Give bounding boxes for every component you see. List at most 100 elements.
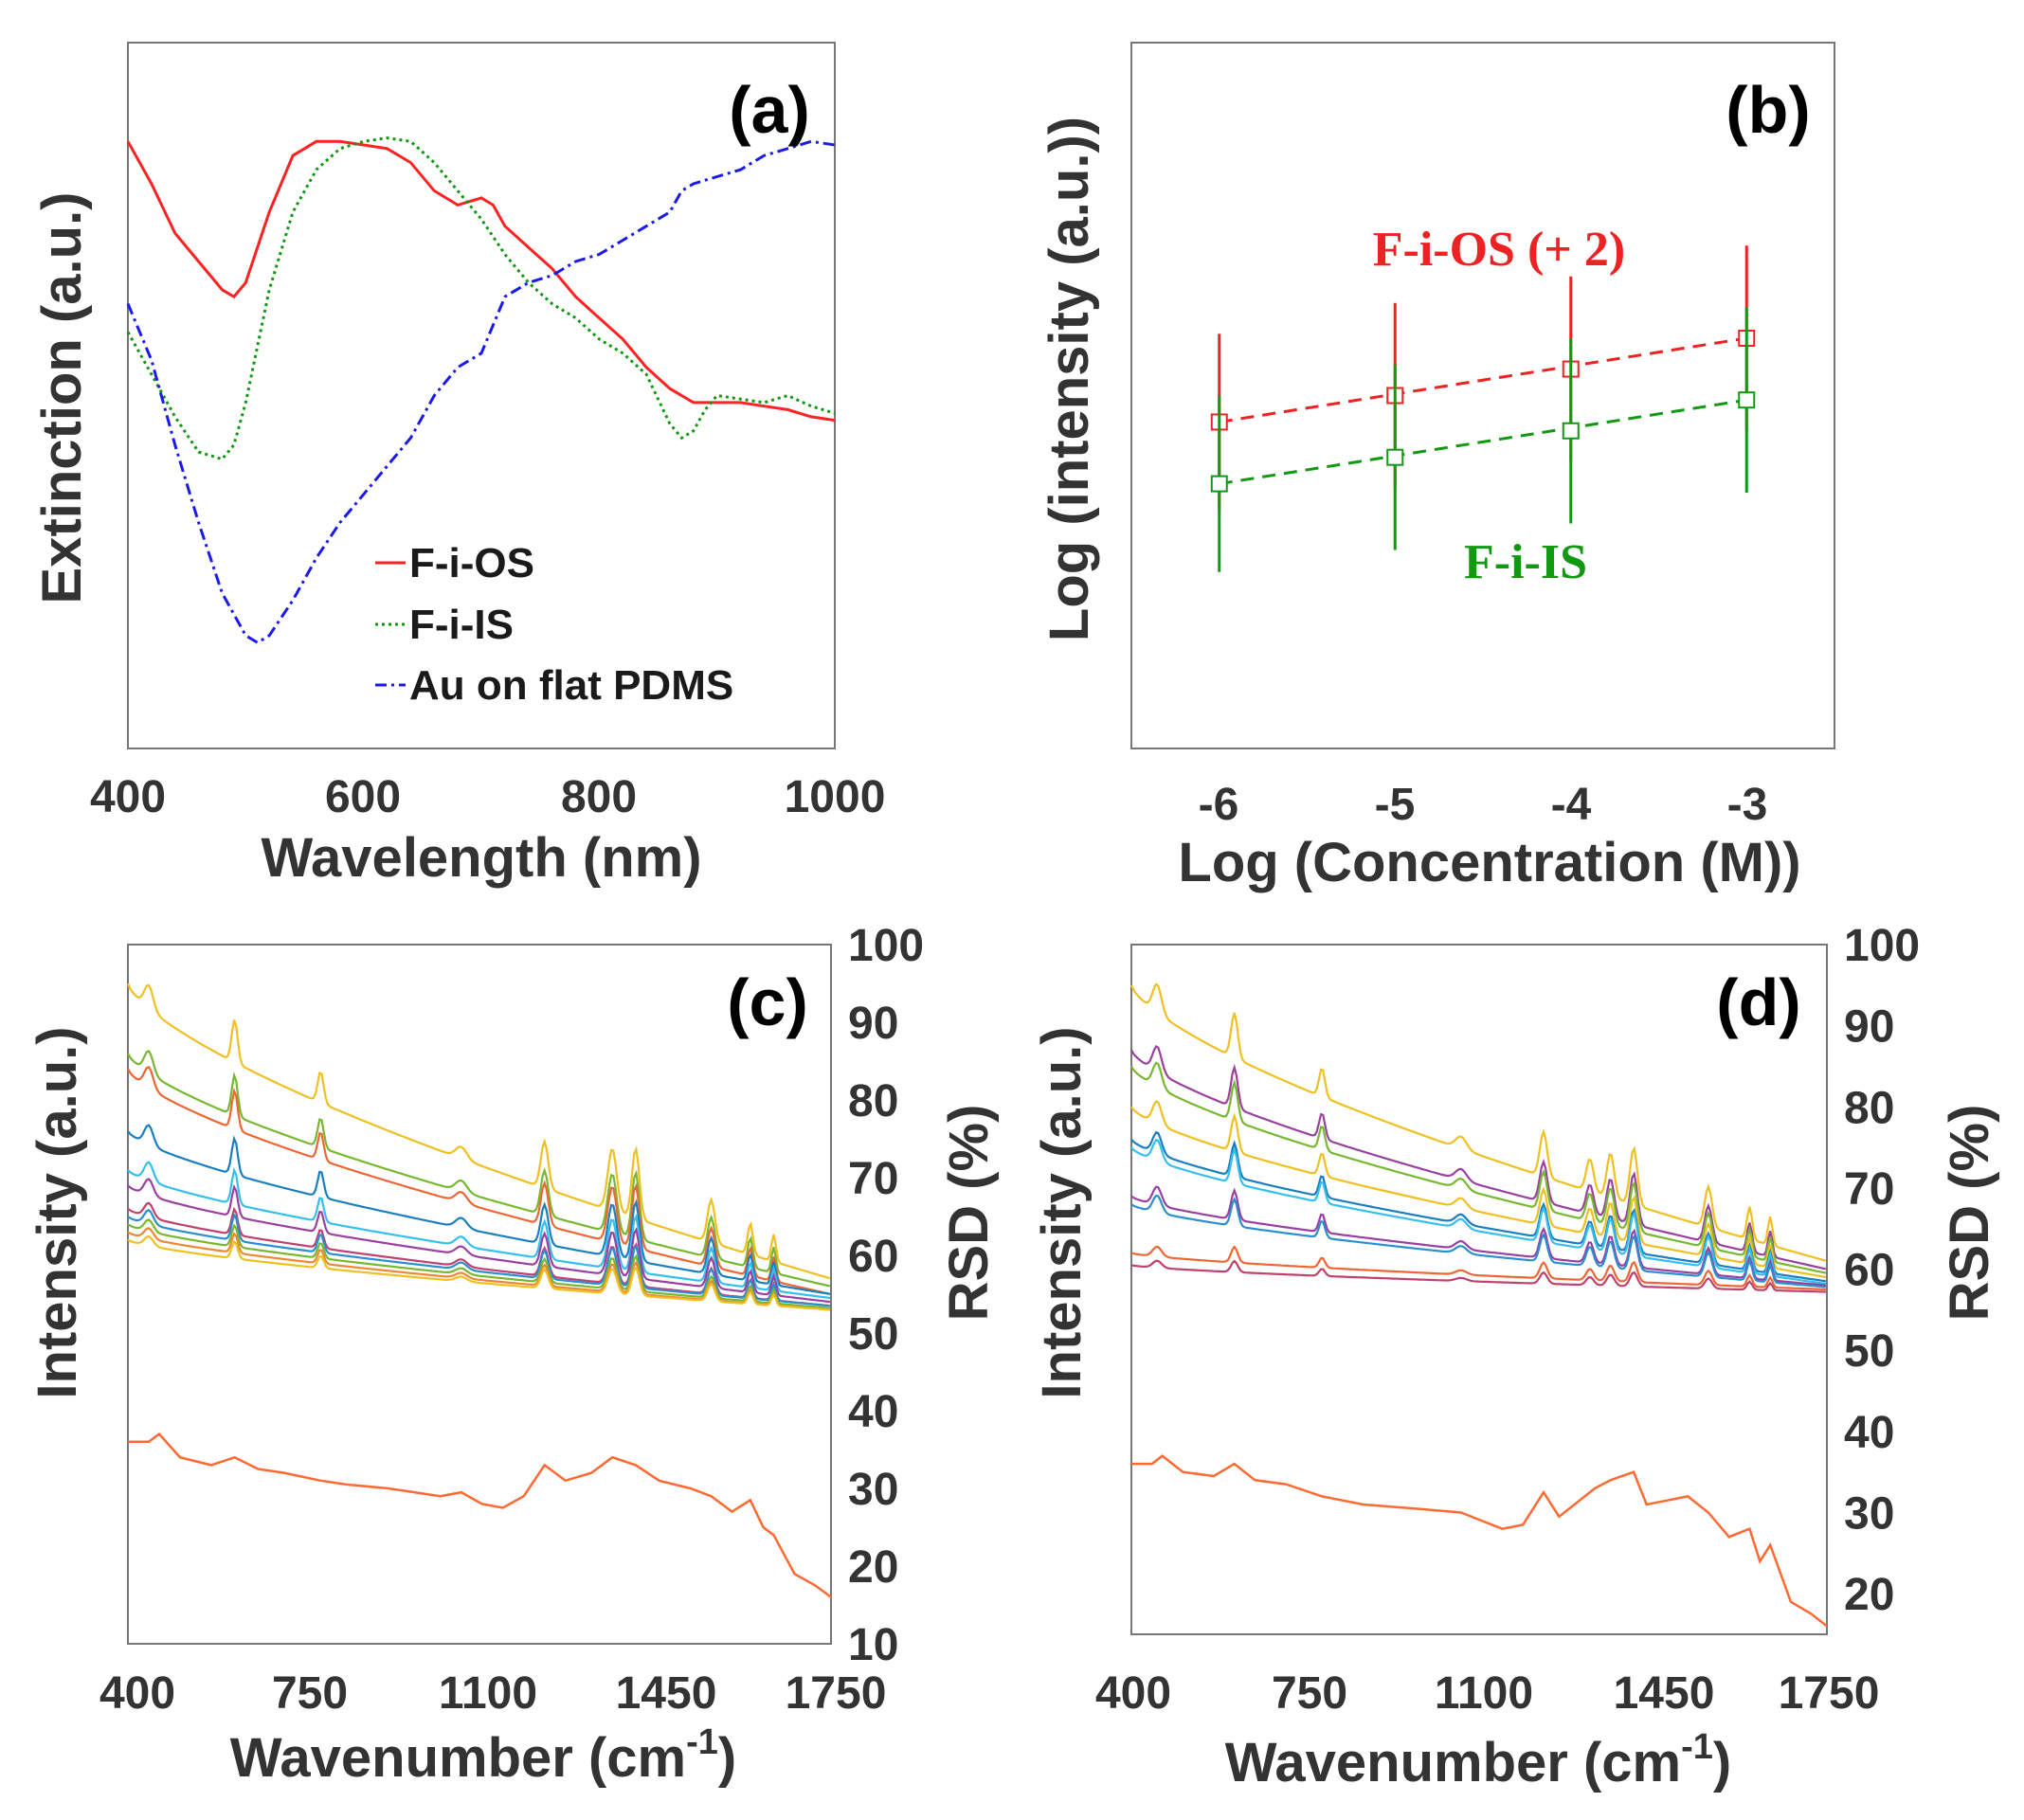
y2-tick-label: 70 [848,1154,898,1204]
spectrum-line-1 [126,982,831,1280]
spectrum-line-2 [1130,1044,1827,1270]
spectrum-line-2 [127,1050,831,1288]
y2-tick-label: 70 [1844,1164,1894,1215]
panel-c-xlabel-end: ) [718,1727,736,1789]
panel-c-xtick: 750 [272,1668,348,1719]
panel-c-y2label: RSD (%) [938,1105,1000,1322]
panel-d-xtick: 1750 [1779,1668,1880,1719]
panel-c-y2-ticks: 10 20 30 40 50 60 70 80 90 100 [848,921,924,1670]
panel-c-series [126,982,832,1598]
panel-b-frame [1130,42,1835,749]
y2-tick-label: 20 [848,1542,898,1593]
panel-d-xlabel-main: Wavenumber (cm [1225,1732,1681,1793]
panel-d-ylabel: Intensity (a.u.) [1031,1026,1093,1398]
panel-a-legend: F-i-OS F-i-IS Au on flat PDMS [375,540,733,709]
panel-a: (a) 400 600 800 1000 Wavelength (nm) Ext… [31,42,885,889]
spectrum-line-5 [1130,1130,1827,1283]
y2-tick-label: 40 [848,1387,898,1437]
data-point-f-i-is [1210,475,1228,493]
panel-c-label: (c) [727,965,808,1039]
legend-label-au-flat-pdms: Au on flat PDMS [409,662,733,709]
panel-c-frame [127,944,832,1645]
panel-d-y2label: RSD (%) [1939,1105,2000,1322]
panel-d-xtick: 400 [1095,1668,1171,1719]
panel-b-xtick: -5 [1375,780,1416,830]
y2-tick-label: 100 [848,921,924,971]
annotation-f-i-is: F-i-IS [1464,535,1587,589]
spectrum-line-11 [127,1234,830,1311]
panel-b-xtick: -4 [1551,780,1592,830]
panel-a-frame [127,42,836,749]
panel-c: 10 20 30 40 50 60 70 80 90 100 (c) 400 750 1100 1… [27,921,1000,1789]
panel-d-xtick: 750 [1272,1668,1347,1719]
panel-b-series [1210,245,1756,572]
spectrum-line-4 [1130,1099,1827,1279]
series-line-f-i-os [126,139,836,423]
legend-label-f-i-is: F-i-IS [409,602,514,648]
panel-b-xtick: -6 [1199,780,1239,830]
panel-a-xlabel: Wavelength (nm) [261,827,701,889]
rsd-line [1131,1454,1828,1628]
spectrum-line-9 [1130,1245,1826,1291]
panel-b: (b) F-i-OS (+ 2) F-i-IS -6 -5 -4 -3 Log … [1039,42,1835,893]
panel-b-xlabel: Log (Concentration (M)) [1178,832,1800,893]
panel-c-xtick: 400 [99,1668,175,1719]
panel-c-xtick: 1100 [439,1668,537,1719]
y2-tick-label: 100 [1844,921,1920,971]
spectrum-line-8 [1130,1194,1826,1288]
spectrum-line-8 [127,1208,830,1307]
fit-line-f-i-is [1219,398,1747,486]
panel-c-xtick: 1450 [616,1668,717,1719]
spectrum-line-10 [1130,1259,1826,1293]
y2-tick-label: 10 [848,1620,898,1670]
y2-tick-label: 40 [1844,1408,1894,1458]
series-line-f-i-is [126,136,836,461]
legend-label-f-i-os: F-i-OS [409,540,534,586]
spectrum-line-10 [127,1227,830,1311]
rsd-line [128,1432,832,1598]
panel-a-xtick: 400 [90,772,166,822]
panel-b-label: (b) [1726,73,1810,147]
spectrum-line-1 [1129,982,1827,1262]
y2-tick-label: 60 [1844,1246,1894,1296]
panel-c-ylabel: Intensity (a.u.) [27,1026,88,1398]
spectrum-line-6 [127,1178,831,1304]
panel-d-xtick: 1100 [1435,1668,1533,1719]
panel-d-series [1129,982,1828,1628]
panel-d-xlabel-sup: -1 [1681,1727,1713,1767]
panel-c-xlabel-sup: -1 [686,1722,718,1762]
panel-c-xlabel: Wavenumber (cm-1) [230,1722,736,1789]
panel-d: 20 30 40 50 60 70 80 90 100 (d) 400 750 1100 145… [1031,921,2000,1793]
data-point-f-i-is [1386,448,1404,466]
spectrum-line-9 [127,1218,830,1309]
y2-tick-label: 80 [1844,1083,1894,1133]
panel-d-xlabel: Wavenumber (cm-1) [1225,1727,1731,1793]
annotation-f-i-os: F-i-OS (+ 2) [1373,223,1625,277]
panel-d-label: (d) [1716,965,1800,1039]
data-point-f-i-is [1562,422,1580,440]
y2-tick-label: 20 [1844,1570,1894,1620]
panel-d-y2-ticks: 20 30 40 50 60 70 80 90 100 [1844,921,1920,1620]
panel-d-frame [1130,944,1828,1635]
y2-tick-label: 80 [848,1076,898,1126]
y2-tick-label: 50 [848,1309,898,1360]
y2-tick-label: 30 [848,1465,898,1515]
spectrum-line-5 [127,1161,831,1300]
spectrum-line-6 [1130,1138,1827,1285]
panel-a-ylabel: Extinction (a.u.) [31,192,93,604]
panel-a-xtick: 800 [561,772,637,822]
panel-b-ylabel: Log (intensity (a.u.)) [1039,117,1100,641]
panel-b-xtick: -3 [1727,780,1768,830]
data-point-f-i-is [1738,391,1756,409]
y2-tick-label: 90 [1844,1002,1894,1053]
panel-c-xtick: 1750 [786,1668,887,1719]
spectrum-line-3 [127,1065,831,1295]
panel-d-xlabel-end: ) [1713,1732,1731,1793]
fit-line-f-i-os-2 [1219,336,1747,423]
panel-d-xtick: 1450 [1614,1668,1715,1719]
panel-c-xlabel-main: Wavenumber (cm [230,1727,686,1789]
panel-a-label: (a) [729,73,810,147]
y2-tick-label: 60 [848,1232,898,1282]
y2-tick-label: 30 [1844,1489,1894,1540]
